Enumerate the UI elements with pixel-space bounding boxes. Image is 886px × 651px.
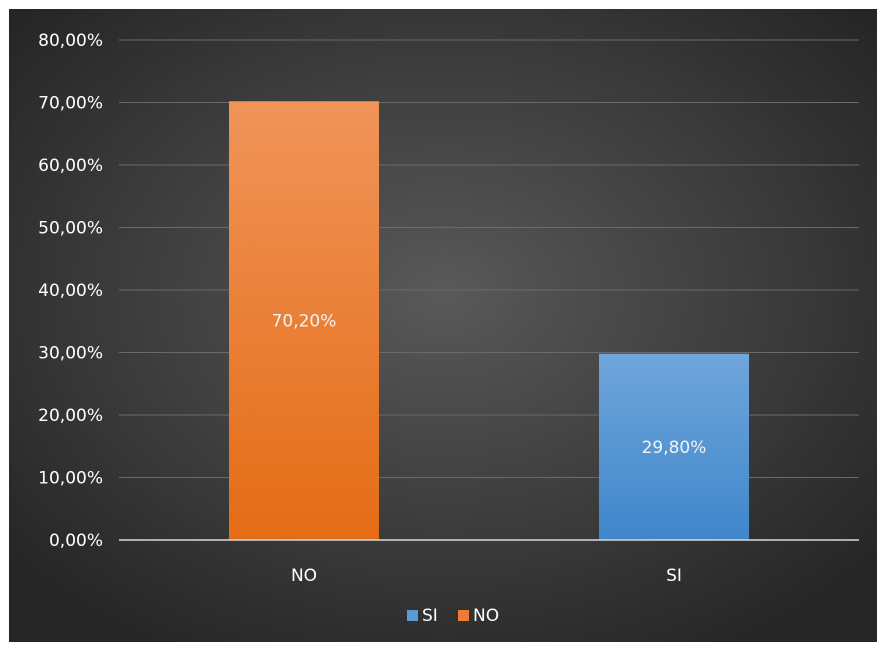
x-category-label: SI: [666, 566, 682, 586]
legend-swatch: [407, 610, 418, 621]
chart-area: 0,00% 10,00% 20,00% 30,00% 40,00% 50,00% 60,00…: [9, 9, 877, 642]
y-tick-label: 30,00%: [38, 344, 103, 364]
y-tick-label: 60,00%: [38, 156, 103, 176]
data-label: 29,80%: [642, 438, 707, 458]
x-category-label: NO: [291, 566, 317, 586]
data-labels: 70,20% 29,80%: [272, 312, 707, 458]
x-axis-categories: NO SI: [291, 566, 682, 586]
y-tick-label: 10,00%: [38, 469, 103, 489]
data-label: 70,20%: [272, 312, 337, 332]
bar-chart: 0,00% 10,00% 20,00% 30,00% 40,00% 50,00% 60,00…: [9, 9, 877, 642]
y-tick-label: 40,00%: [38, 281, 103, 301]
y-axis-ticks: 0,00% 10,00% 20,00% 30,00% 40,00% 50,00% 60,00…: [38, 31, 103, 551]
y-tick-label: 70,00%: [38, 94, 103, 114]
y-tick-label: 50,00%: [38, 219, 103, 239]
legend: SI NO: [407, 606, 499, 626]
bar-no: [229, 101, 379, 540]
legend-label: NO: [473, 606, 499, 626]
y-tick-label: 80,00%: [38, 31, 103, 51]
chart-background: [9, 9, 877, 642]
bars: [229, 101, 749, 540]
legend-label: SI: [422, 606, 438, 626]
y-tick-label: 0,00%: [49, 531, 103, 551]
y-tick-label: 20,00%: [38, 406, 103, 426]
bar-si: [599, 353, 749, 540]
legend-swatch: [458, 610, 469, 621]
